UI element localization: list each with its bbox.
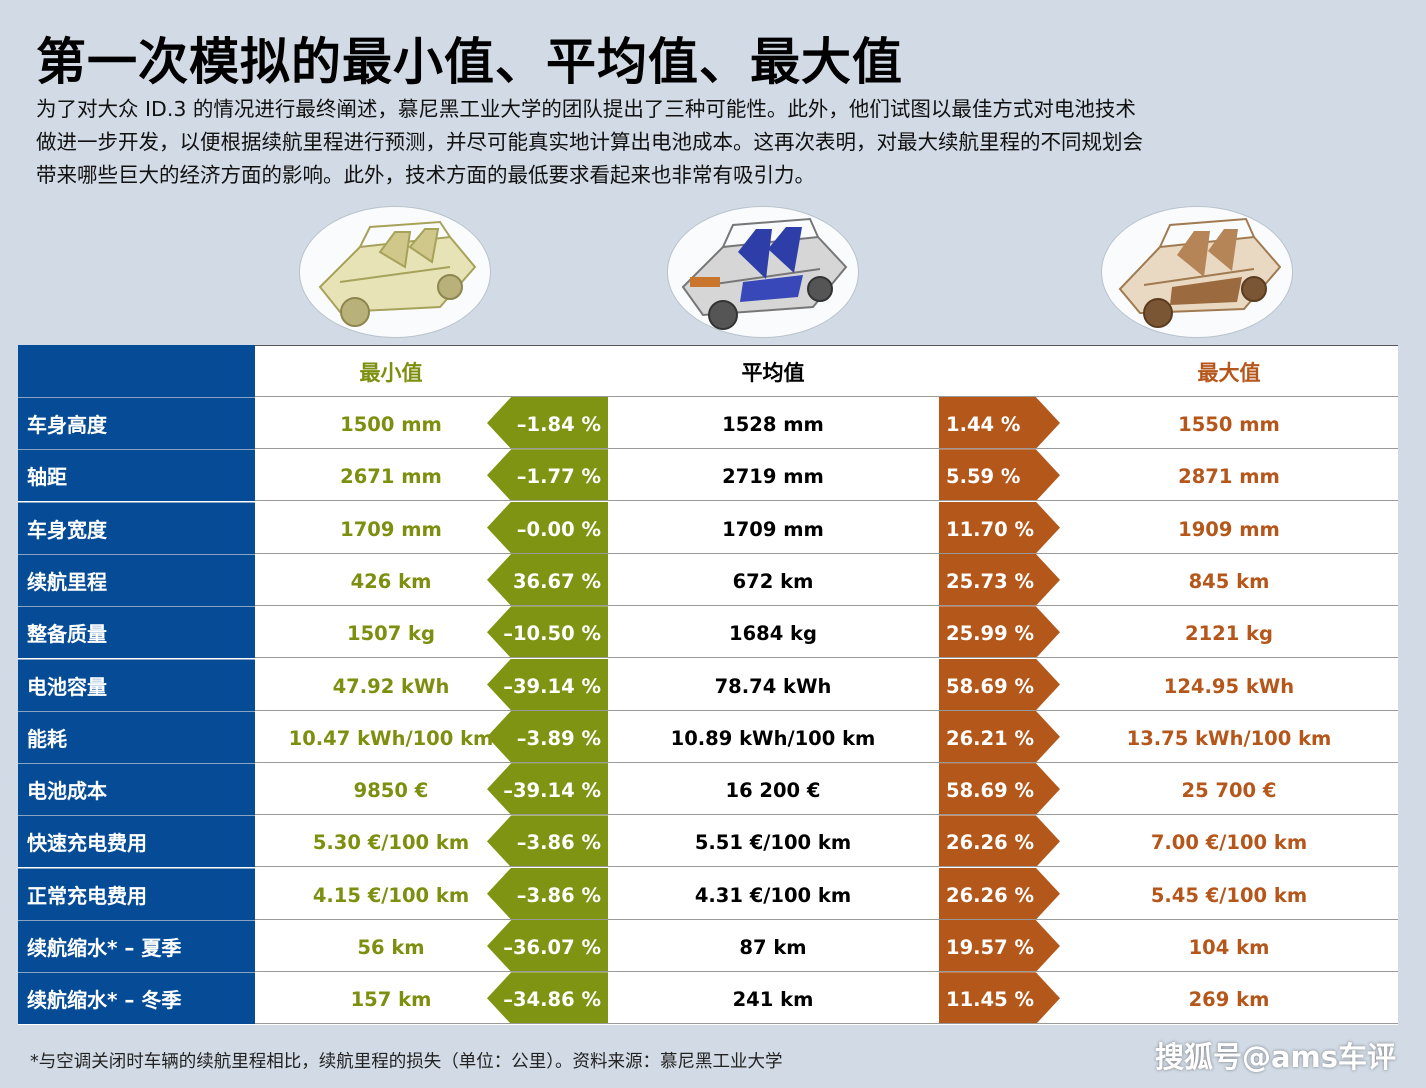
column-header-min: 最小值 — [359, 361, 423, 385]
avg-value: 4.31 €/100 km — [694, 883, 852, 907]
max-percent-badge: 58.69 % — [939, 763, 1060, 816]
max-value: 5.45 €/100 km — [1150, 883, 1308, 907]
avg-value: 10.89 kWh/100 km — [670, 726, 876, 750]
table-row: 续航缩水* – 夏季 56 km –36.07 % 87 km 19.57 % 104 k… — [18, 920, 1398, 972]
max-percent-badge: 26.26 % — [939, 815, 1060, 868]
row-label: 快速充电费用 — [18, 815, 255, 868]
max-value: 1550 mm — [1178, 413, 1280, 436]
car-chassis-avg-image — [668, 207, 858, 337]
watermark: 搜狐号@ams车评 — [1154, 1040, 1396, 1074]
avg-value: 1709 mm — [722, 517, 824, 541]
min-percent-badge: –10.50 % — [487, 606, 608, 659]
row-label: 整备质量 — [18, 606, 255, 659]
row-label: 续航缩水* – 冬季 — [18, 972, 255, 1025]
table-row: 能耗 10.47 kWh/100 km –3.89 % 10.89 kWh/100 k… — [18, 710, 1398, 763]
max-value: 104 km — [1188, 936, 1270, 959]
comparison-table: 最小值 平均值 最大值 车身高度 1500 mm –1.84 % 1528 mm 1.4… — [18, 345, 1398, 1025]
table-header-corner — [18, 345, 255, 397]
max-value: 269 km — [1188, 988, 1270, 1012]
min-percent-badge: –3.89 % — [487, 710, 608, 763]
min-percent-badge: –0.00 % — [487, 501, 608, 554]
intro-paragraph: 为了对大众 ID.3 的情况进行最终阐述，慕尼黑工业大学的团队提出了三种可能性。… — [36, 97, 1143, 187]
table-row: 车身宽度 1709 mm –0.00 % 1709 mm 11.70 % 1909 mm — [18, 501, 1398, 554]
max-value: 845 km — [1188, 569, 1270, 593]
column-header-max: 最大值 — [1197, 361, 1261, 385]
max-value: 2871 mm — [1178, 465, 1280, 489]
min-value: 157 km — [350, 988, 432, 1012]
min-value: 9850 € — [353, 779, 429, 803]
table-row: 快速充电费用 5.30 €/100 km –3.86 % 5.51 €/100 km 2… — [18, 815, 1398, 868]
avg-value: 1684 kg — [729, 622, 817, 646]
min-value: 56 km — [357, 936, 425, 959]
max-value: 7.00 €/100 km — [1150, 831, 1308, 855]
min-percent-badge: –3.86 % — [487, 815, 608, 868]
min-percent-badge: –39.14 % — [487, 763, 608, 816]
max-percent-badge: 1.44 % — [939, 397, 1060, 449]
min-value: 426 km — [350, 569, 432, 593]
min-value: 10.47 kWh/100 km — [288, 726, 494, 750]
row-label: 车身宽度 — [18, 501, 255, 554]
min-percent-badge: –34.86 % — [487, 972, 608, 1025]
max-value: 13.75 kWh/100 km — [1126, 726, 1332, 750]
table-row: 续航缩水* – 冬季 157 km –34.86 % 241 km 11.45 % 269… — [18, 972, 1398, 1025]
max-value: 2121 kg — [1185, 622, 1273, 646]
table-top-rule — [255, 345, 1398, 346]
min-percent-badge: –36.07 % — [487, 920, 608, 972]
min-value: 4.15 €/100 km — [312, 883, 470, 907]
row-label: 续航缩水* – 夏季 — [18, 920, 255, 972]
row-label: 续航里程 — [18, 553, 255, 606]
max-percent-badge: 26.21 % — [939, 710, 1060, 763]
table-row: 续航里程 426 km 36.67 % 672 km 25.73 % 845 km — [18, 553, 1398, 606]
table-row: 电池容量 47.92 kWh –39.14 % 78.74 kWh 58.69 % 124… — [18, 658, 1398, 711]
min-value: 2671 mm — [340, 465, 442, 489]
avg-value: 241 km — [732, 988, 814, 1012]
footnote: *与空调关闭时车辆的续航里程相比，续航里程的损失（单位：公里）。资料来源：慕尼黑… — [30, 1052, 783, 1072]
row-label: 轴距 — [18, 449, 255, 502]
avg-value: 78.74 kWh — [714, 674, 832, 698]
row-label: 正常充电费用 — [18, 867, 255, 920]
min-percent-badge: 36.67 % — [487, 553, 608, 606]
table-row: 电池成本 9850 € –39.14 % 16 200 € 58.69 % 25 700 … — [18, 763, 1398, 816]
page-title: 第一次模拟的最小值、平均值、最大值 — [36, 33, 903, 91]
avg-value: 5.51 €/100 km — [694, 831, 852, 855]
avg-value: 87 km — [739, 936, 807, 959]
min-value: 47.92 kWh — [332, 674, 450, 698]
min-percent-badge: –1.77 % — [487, 449, 608, 502]
min-value: 5.30 €/100 km — [312, 831, 470, 855]
min-value: 1500 mm — [340, 413, 442, 436]
min-value: 1507 kg — [347, 622, 435, 646]
table-row: 车身高度 1500 mm –1.84 % 1528 mm 1.44 % 1550 mm — [18, 397, 1398, 449]
row-label: 能耗 — [18, 710, 255, 763]
max-value: 124.95 kWh — [1163, 674, 1295, 698]
avg-value: 672 km — [732, 569, 814, 593]
max-percent-badge: 25.73 % — [939, 553, 1060, 606]
min-percent-badge: –39.14 % — [487, 658, 608, 711]
max-percent-badge: 19.57 % — [939, 920, 1060, 972]
min-percent-badge: –3.86 % — [487, 867, 608, 920]
avg-value: 2719 mm — [722, 465, 824, 489]
max-percent-badge: 26.26 % — [939, 867, 1060, 920]
max-percent-badge: 11.70 % — [939, 501, 1060, 554]
max-percent-badge: 11.45 % — [939, 972, 1060, 1025]
row-label: 电池容量 — [18, 658, 255, 711]
max-value: 1909 mm — [1178, 517, 1280, 541]
column-header-avg: 平均值 — [741, 361, 805, 385]
max-value: 25 700 € — [1181, 779, 1277, 803]
max-percent-badge: 25.99 % — [939, 606, 1060, 659]
min-value: 1709 mm — [340, 517, 442, 541]
avg-value: 16 200 € — [725, 779, 821, 803]
table-row: 正常充电费用 4.15 €/100 km –3.86 % 4.31 €/100 km 2… — [18, 867, 1398, 920]
max-percent-badge: 5.59 % — [939, 449, 1060, 502]
max-percent-badge: 58.69 % — [939, 658, 1060, 711]
car-chassis-min-image — [300, 207, 490, 337]
table-row: 整备质量 1507 kg –10.50 % 1684 kg 25.99 % 2121 kg — [18, 606, 1398, 659]
car-chassis-max-image — [1102, 207, 1292, 337]
avg-value: 1528 mm — [722, 413, 824, 436]
table-row: 轴距 2671 mm –1.77 % 2719 mm 5.59 % 2871 mm — [18, 449, 1398, 502]
row-label: 车身高度 — [18, 397, 255, 449]
row-label: 电池成本 — [18, 763, 255, 816]
min-percent-badge: –1.84 % — [487, 397, 608, 449]
